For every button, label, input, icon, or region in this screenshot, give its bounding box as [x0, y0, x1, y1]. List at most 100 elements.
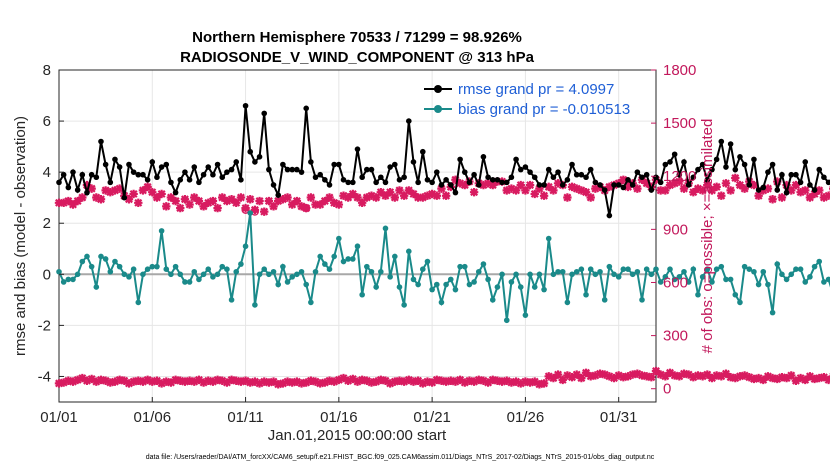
series-bias-point [284, 279, 291, 285]
series-bias-point [779, 271, 785, 278]
obs-assimilated-marker [101, 186, 110, 195]
obs-assimilated-marker [283, 193, 292, 202]
obs-assimilated-marker [665, 180, 675, 190]
obs-assimilated-marker [535, 380, 544, 389]
obs-assimilated-marker [157, 189, 166, 199]
obs-assimilated-marker [721, 179, 731, 188]
y-right-tick-label: 600 [663, 274, 688, 291]
obs-assimilated-marker [721, 369, 731, 378]
obs-assimilated-marker [726, 186, 735, 195]
series-rmse-point [718, 138, 725, 145]
chart-subtitle: RADIOSONDE_V_WIND_COMPONENT @ 313 hPa [180, 49, 535, 66]
series-rmse-point [755, 187, 762, 193]
obs-assimilated-marker [376, 375, 386, 385]
obs-assimilated-marker [343, 376, 353, 385]
obs-assimilated-marker [581, 368, 591, 377]
series-rmse-point [140, 171, 146, 178]
series-bias-point [396, 284, 403, 290]
obs-assimilated-marker [539, 379, 549, 388]
series-rmse-point [289, 166, 296, 173]
series-rmse-point [224, 169, 230, 175]
y-tick-label: 2 [43, 215, 51, 232]
obs-assimilated-marker [595, 369, 605, 378]
obs-assimilated-marker [134, 376, 143, 385]
series-rmse-point [336, 161, 342, 168]
y-tick-label: 8 [43, 62, 51, 79]
series-rmse-point [536, 182, 543, 188]
series-rmse-point [643, 171, 650, 178]
obs-assimilated-marker [749, 180, 759, 190]
obs-assimilated-marker [241, 376, 250, 385]
obs-assimilated-marker [87, 184, 96, 193]
series-bias-point [88, 263, 95, 270]
obs-assimilated-marker [563, 371, 572, 380]
obs-assimilated-marker [707, 186, 717, 195]
obs-assimilated-marker [600, 370, 609, 379]
series-rmse-line [58, 105, 830, 216]
series-bias-point [522, 312, 529, 318]
obs-assimilated-marker [399, 377, 409, 386]
obs-assimilated-marker [115, 375, 124, 385]
obs-assimilated-marker [427, 189, 437, 199]
obs-assimilated-marker [334, 200, 344, 209]
obs-assimilated-marker [152, 193, 162, 202]
series-rmse-point [545, 166, 552, 173]
obs-assimilated-marker [647, 373, 656, 382]
series-rmse-point [359, 174, 365, 181]
series-rmse-point [606, 212, 613, 219]
obs-assimilated-marker [390, 377, 400, 386]
obs-assimilated-marker [432, 191, 441, 200]
obs-assimilated-marker [441, 191, 451, 200]
obs-assimilated-marker [96, 195, 106, 204]
series-bias-point [601, 297, 608, 303]
obs-assimilated-marker [362, 193, 372, 202]
legend-bias-label: bias grand pr = -0.010513 [458, 101, 630, 118]
obs-assimilated-marker [483, 378, 493, 387]
series-rmse-point [788, 171, 795, 178]
series-bias-point [308, 299, 314, 306]
series-bias-point [774, 261, 781, 267]
y-tick-label: -4 [38, 368, 51, 385]
series-rmse-point [513, 156, 519, 163]
series-bias [56, 210, 830, 324]
y-right-tick-label: 1800 [663, 62, 696, 79]
series-layer [54, 102, 830, 389]
obs-assimilated-marker [274, 380, 283, 389]
obs-assimilated-marker [297, 202, 306, 211]
series-bias-point [704, 266, 711, 273]
obs-assimilated-marker [59, 198, 68, 207]
y-tick-label: 0 [43, 266, 51, 283]
series-bias-point [252, 302, 258, 308]
obs-assimilated-marker [92, 193, 101, 202]
obs-assimilated-marker [707, 373, 717, 383]
x-tick-label: 01/11 [227, 409, 263, 426]
obs-assimilated-marker [283, 377, 292, 386]
series-rmse-point [112, 156, 118, 163]
series-rmse-point [685, 182, 692, 188]
series-rmse-point [452, 189, 459, 196]
series-rmse-point [298, 169, 305, 175]
obs-assimilated-marker [483, 179, 493, 188]
series-rmse-point [774, 187, 781, 193]
series-rmse-point [317, 171, 323, 178]
series-rmse-point [555, 169, 561, 175]
obs-assimilated-marker [385, 379, 395, 388]
series-rmse-point [345, 179, 351, 186]
series-rmse-point [475, 182, 482, 188]
obs-possible-marker [302, 204, 311, 213]
series-bias-point [821, 279, 827, 285]
obs-assimilated-marker [754, 191, 763, 200]
series-bias-point [531, 284, 538, 290]
obs-assimilated-marker [637, 371, 647, 380]
series-bias-point [550, 271, 557, 278]
obs-assimilated-marker [348, 189, 358, 199]
obs-assimilated-marker [390, 193, 400, 202]
obs-assimilated-marker [768, 195, 777, 204]
series-bias-point [130, 266, 137, 273]
series-rmse-point [102, 161, 109, 168]
series-bias-point [461, 263, 468, 270]
obs-assimilated-marker [162, 377, 171, 386]
series-rmse-point [312, 174, 319, 181]
